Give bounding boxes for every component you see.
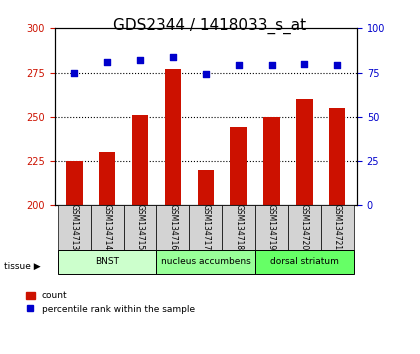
Bar [157,205,189,250]
Text: GDS2344 / 1418033_s_at: GDS2344 / 1418033_s_at [113,18,307,34]
Point [301,61,308,67]
Bar [296,99,312,205]
Text: BNST: BNST [95,257,119,267]
Legend: count, percentile rank within the sample: count, percentile rank within the sample [26,291,195,314]
Bar [58,250,157,274]
Point [170,54,176,59]
Text: GSM134718: GSM134718 [234,204,243,251]
Point [136,57,143,63]
Bar [189,205,222,250]
Point [268,63,275,68]
Bar [99,152,116,205]
Bar [222,205,255,250]
Text: dorsal striatum: dorsal striatum [270,257,339,267]
Bar [255,250,354,274]
Text: GSM134714: GSM134714 [103,204,112,251]
Bar [231,127,247,205]
Text: GSM134713: GSM134713 [70,204,79,251]
Point [235,63,242,68]
Text: GSM134715: GSM134715 [136,204,144,251]
Text: GSM134721: GSM134721 [333,204,342,251]
Text: tissue ▶: tissue ▶ [4,262,41,271]
Text: GSM134719: GSM134719 [267,204,276,251]
Bar [66,161,83,205]
Bar [132,115,148,205]
Point [104,59,110,65]
Bar [123,205,157,250]
Text: nucleus accumbens: nucleus accumbens [161,257,251,267]
Text: GSM134717: GSM134717 [201,204,210,251]
Bar [58,205,91,250]
Bar [329,108,346,205]
Text: GSM134716: GSM134716 [168,204,177,251]
Text: GSM134720: GSM134720 [300,204,309,251]
Bar [91,205,123,250]
Bar [165,69,181,205]
Bar [288,205,321,250]
Bar [157,250,255,274]
Point [334,63,341,68]
Bar [263,117,280,205]
Bar [255,205,288,250]
Bar [197,170,214,205]
Bar [321,205,354,250]
Point [71,70,78,75]
Point [202,72,209,77]
